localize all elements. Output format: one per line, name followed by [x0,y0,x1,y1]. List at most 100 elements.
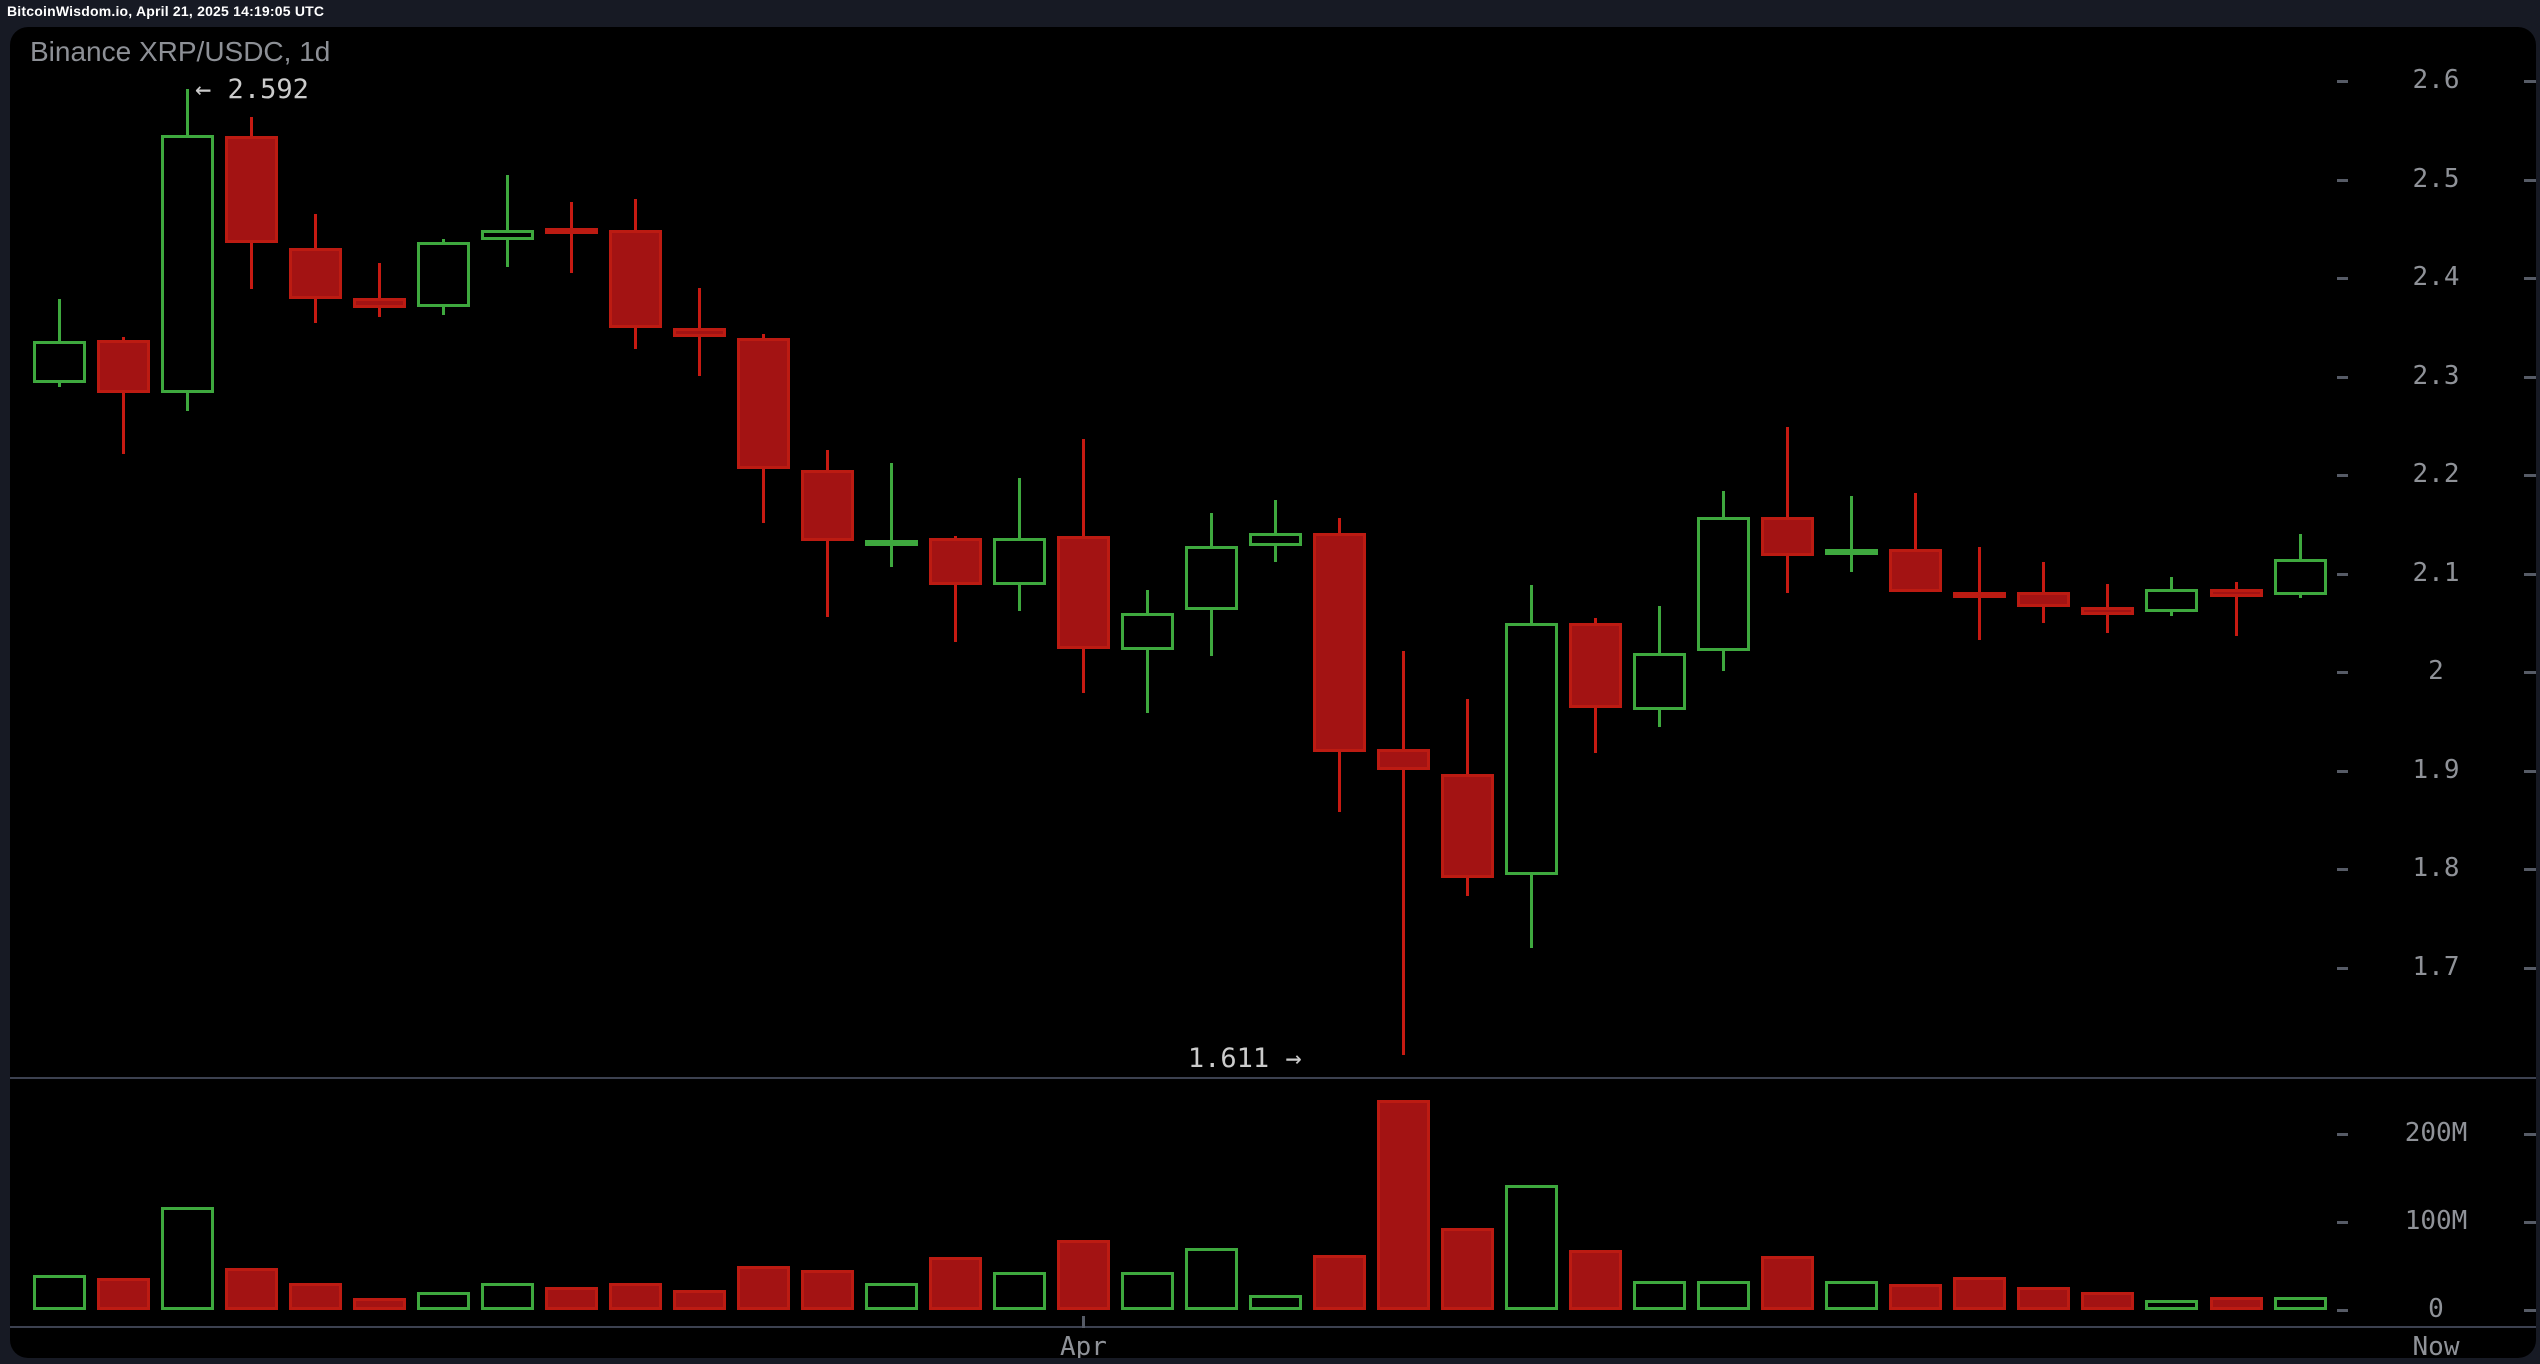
volume-bar [2209,1296,2263,1310]
volume-tick-label: 0 [2428,1294,2444,1324]
volume-bar [1249,1295,1303,1310]
volume-bar [480,1282,534,1310]
candle-wick [889,463,893,567]
price-tick-inner [2337,671,2348,674]
volume-bar [928,1257,982,1310]
price-tick-inner [2337,769,2348,773]
apr-tick-mark [1081,1316,1085,1328]
volume-tick-inner [2337,1309,2348,1312]
volume-bar [1825,1280,1879,1310]
volume-bar [1441,1228,1495,1310]
candle-wick [1402,651,1406,1056]
candle-body [736,338,790,470]
price-tick-label: 2.2 [2412,459,2460,489]
candle-body [1825,548,1879,555]
volume-bar [1185,1248,1239,1310]
volume-bar [1313,1254,1367,1310]
volume-bar [160,1207,214,1310]
candle-body [992,538,1046,586]
candle-body [1377,748,1431,770]
candle-body [480,229,534,240]
volume-bar [1569,1250,1623,1310]
price-tick-outer [2524,178,2536,182]
x-axis-line [10,1326,2536,1328]
volume-tick-label: 100M [2404,1206,2468,1236]
price-tick-outer [2524,868,2536,871]
volume-bar [736,1266,790,1310]
candle-wick [1850,495,1854,572]
volume-bar [1633,1280,1687,1310]
price-tick-label: 2.3 [2412,360,2460,391]
price-tick-inner [2337,375,2348,379]
top-bar-text: BitcoinWisdom.io, April 21, 2025 14:19:0… [7,3,325,19]
candle-body [1889,548,1943,593]
candle-body [1441,774,1495,878]
price-tick-label: 2.4 [2412,262,2460,292]
candle-body [224,136,278,243]
volume-bar [800,1270,854,1310]
candle-body [2017,592,2071,607]
candle-body [608,229,662,329]
price-tick-outer [2524,572,2536,576]
volume-tick-inner [2337,1133,2348,1136]
volume-bar [288,1282,342,1310]
candle-body [2081,606,2135,615]
candle-body [1953,592,2007,599]
candle-body [1185,545,1239,610]
candle-body [1633,653,1687,711]
price-tick-outer [2524,474,2536,477]
candle-wick [953,536,957,643]
candle-wick [569,202,573,274]
price-tick-outer [2524,769,2536,773]
volume-tick-inner [2337,1221,2348,1224]
candle-wick [1146,590,1149,714]
volume-bar [864,1282,918,1310]
top-status-bar: BitcoinWisdom.io, April 21, 2025 14:19:0… [0,0,2540,27]
volume-bar [608,1282,662,1310]
candle-body [416,241,470,307]
volume-tick-outer [2524,1309,2536,1312]
candle-body [672,328,726,338]
volume-tick-label: 200M [2404,1118,2468,1148]
chart-title: Binance XRP/USDC, 1d [30,36,331,67]
volume-bar [1889,1283,1943,1310]
candle-body [928,538,982,586]
chart-layer[interactable]: Binance XRP/USDC, 1d 2.6 2.5 2.4 2.3 2.2 2.1 2… [10,27,2536,1358]
x-label-apr: Apr [1059,1332,1107,1358]
volume-bar [1056,1239,1110,1310]
price-tick-inner [2337,277,2348,280]
price-tick-outer [2524,80,2536,83]
volume-bar [992,1272,1046,1310]
panel-separator [10,1077,2536,1079]
price-tick-label: 2 [2428,656,2444,686]
candle-wick [1786,426,1790,594]
candle-body [1249,533,1303,546]
candle-body [1313,533,1367,752]
candle-body [2209,589,2263,598]
volume-bar [32,1274,86,1310]
price-tick-inner [2337,572,2348,576]
candle-wick [377,263,381,318]
volume-bar [672,1289,726,1310]
candle-body [1569,622,1623,709]
price-tick-label: 2.1 [2412,557,2460,588]
candle-body [352,297,406,308]
price-tick-label: 2.5 [2412,163,2460,194]
candle-body [864,540,918,546]
volume-bar [416,1292,470,1310]
volume-bar [1121,1272,1174,1310]
candle-body [1056,536,1110,650]
volume-bar [2273,1296,2327,1310]
price-tick-inner [2337,966,2348,970]
price-tick-inner [2337,868,2348,871]
candle-body [2145,589,2199,612]
candle-wick [1274,499,1278,562]
price-tick-outer [2524,277,2536,280]
candle-wick [121,337,125,455]
volume-bar [1761,1256,1815,1310]
candle-body [2273,558,2327,596]
volume-bar [352,1297,406,1310]
volume-bar [2145,1300,2199,1310]
high-annotation: ← 2.592 [195,73,309,105]
